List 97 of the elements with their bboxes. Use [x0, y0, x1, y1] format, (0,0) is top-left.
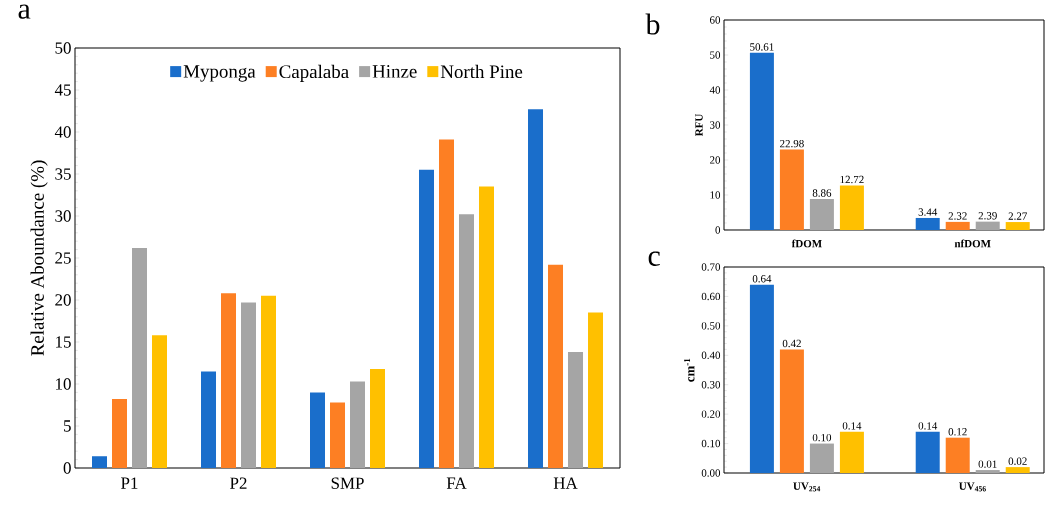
bar	[915, 217, 940, 230]
data-label: 0.14	[842, 422, 862, 430]
y-tick-label: 0.60	[701, 292, 721, 301]
bar	[915, 431, 940, 473]
y-tick-label: 0	[63, 462, 71, 474]
bar	[749, 52, 774, 230]
x-tick-label: HA	[553, 477, 578, 489]
bar	[350, 381, 365, 468]
legend-label: North Pine	[440, 64, 523, 79]
y-axis-title: cm$^{-1}$	[684, 358, 695, 382]
y-tick-label: 5	[64, 420, 71, 432]
y-tick-label: 20	[55, 294, 71, 306]
x-tick-label: UV$_{456}$	[959, 482, 986, 492]
y-tick-label: 40	[54, 126, 71, 138]
bar	[588, 312, 604, 468]
y-tick-label: 20	[710, 156, 721, 164]
text: c	[648, 251, 660, 266]
legend-label: Myponga	[183, 65, 256, 82]
x-tick-label: P2	[230, 477, 247, 489]
bar	[568, 352, 584, 468]
y-tick-label: 30	[55, 210, 71, 222]
bar	[809, 443, 834, 473]
y-tick-label: 25	[55, 252, 71, 264]
data-label: 50.61	[750, 43, 774, 51]
legend-label: Hinze	[372, 65, 417, 78]
y-tick-label: 0	[715, 226, 721, 234]
bar	[261, 295, 276, 468]
y-axis-title: RFU	[695, 114, 703, 137]
data-label: 2.32	[948, 212, 967, 220]
y-tick-label: 50	[55, 42, 71, 54]
y-tick-label: 35	[55, 168, 71, 180]
x-tick-label: FA	[446, 477, 467, 489]
bar	[132, 247, 147, 468]
y-tick-label: 0.20	[701, 410, 721, 418]
y-tick-label: 40	[709, 86, 721, 94]
data-label: 8.86	[812, 189, 832, 197]
data-label: 0.10	[812, 433, 832, 442]
data-label: 12.72	[840, 175, 864, 184]
data-label: 0.14	[918, 422, 938, 430]
legend-label: Capalaba	[279, 64, 349, 82]
bar	[779, 349, 804, 473]
bar	[92, 456, 107, 468]
x-tick-label: nfDOM	[954, 239, 991, 248]
text: a	[18, 4, 31, 19]
bar	[1005, 467, 1030, 473]
bar	[839, 185, 864, 230]
x-tick-label: P1	[121, 477, 138, 489]
data-label: 2.39	[978, 212, 997, 220]
data-label: 3.44	[918, 208, 938, 216]
y-tick-label: 10	[56, 378, 71, 390]
y-tick-label: 30	[710, 121, 721, 129]
data-label: 0.12	[948, 428, 967, 436]
y-tick-label: 0.50	[701, 322, 721, 330]
bar	[975, 470, 1000, 473]
bar	[749, 284, 774, 473]
y-tick-label: 0.40	[701, 351, 721, 360]
y-tick-label: 10	[710, 191, 721, 199]
y-axis-title: Relative Aboundance (%)	[30, 160, 48, 356]
y-tick-label: 0.10	[701, 439, 721, 448]
bar	[459, 214, 474, 468]
y-tick-label: 45	[54, 84, 71, 96]
bar	[528, 109, 544, 468]
y-tick-label: 0.70	[701, 263, 721, 271]
bar	[201, 371, 216, 468]
bar	[839, 431, 864, 473]
bar	[419, 169, 434, 468]
data-label: 0.64	[752, 275, 772, 283]
data-label: 0.02	[1008, 457, 1027, 465]
data-label: 0.42	[782, 339, 801, 348]
bar	[945, 437, 970, 473]
y-tick-label: 60	[710, 16, 721, 24]
bar	[809, 198, 834, 230]
y-tick-label: 15	[56, 336, 71, 348]
data-label: 2.27	[1008, 212, 1027, 220]
x-tick-label: SMP	[331, 477, 364, 489]
bar	[1005, 222, 1030, 230]
data-label: 0.01	[978, 460, 997, 468]
x-tick-label: UV$_{254}$	[793, 482, 821, 492]
y-tick-label: 0.30	[701, 381, 721, 389]
bar	[370, 368, 385, 468]
bar	[975, 221, 1000, 230]
bar	[945, 221, 970, 230]
x-tick-label: fDOM	[791, 239, 822, 248]
y-tick-label: 0.00	[701, 469, 721, 477]
bar	[310, 392, 325, 468]
bar	[112, 399, 127, 468]
y-tick-label: 50	[710, 51, 721, 59]
data-label: 22.98	[780, 139, 804, 148]
bar	[479, 186, 494, 468]
bar	[439, 139, 454, 468]
bar	[152, 335, 167, 468]
bar	[241, 302, 256, 468]
bar	[330, 402, 345, 468]
text: b	[645, 13, 660, 35]
bar	[548, 264, 564, 468]
bar	[779, 149, 804, 230]
bar	[221, 293, 236, 468]
